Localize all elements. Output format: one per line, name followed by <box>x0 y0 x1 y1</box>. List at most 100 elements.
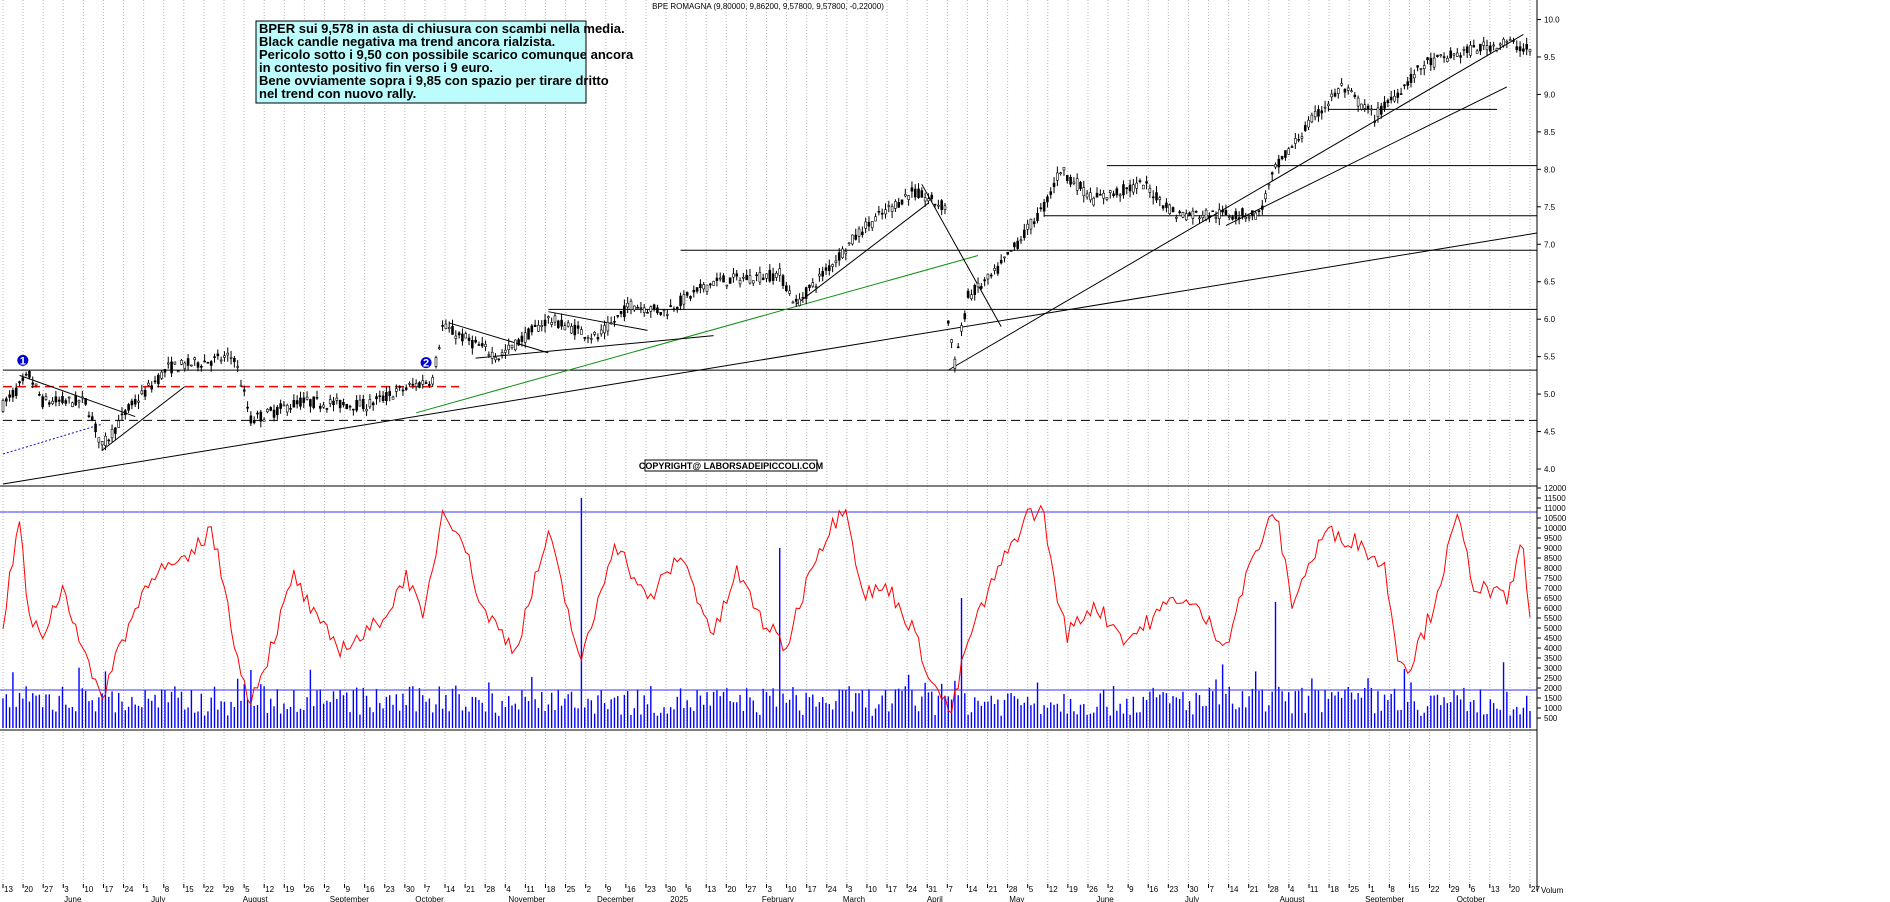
month-label: September <box>330 895 369 902</box>
trendline <box>475 335 714 359</box>
candle-body <box>791 301 795 304</box>
candle-body <box>973 284 977 295</box>
candle-body <box>1099 194 1102 196</box>
chart-title: BPE ROMAGNA (9,80000, 9,86200, 9,57800, … <box>652 2 884 11</box>
candle-body <box>375 396 378 400</box>
candle-body <box>629 300 633 310</box>
candle-body <box>262 419 266 422</box>
candle-body <box>41 396 44 408</box>
volume-tick-label: 6000 <box>1544 604 1562 613</box>
candle-body <box>844 250 848 255</box>
candle-body <box>1267 183 1271 186</box>
candle-body <box>692 289 696 293</box>
day-tick-label: 2 <box>1109 885 1114 894</box>
month-label: October <box>415 895 444 902</box>
day-tick-label: 18 <box>546 885 555 894</box>
candle-body <box>8 394 11 398</box>
candle-body <box>669 305 672 308</box>
day-tick-label: 6 <box>687 885 692 894</box>
day-tick-label: 4 <box>506 885 511 894</box>
candle-body <box>1204 209 1208 220</box>
candle-body <box>775 272 778 278</box>
candle-body <box>794 298 798 302</box>
month-label: December <box>597 895 634 902</box>
note-line-5: Bene ovviamente sopra i 9,85 con spazio … <box>259 73 609 88</box>
candle-body <box>1191 210 1195 219</box>
time-axis: 13 20 27 3 10 17 24 1 8 15 22 29 5 12 19 26 2 9 16 23 30 7 14 2… <box>2 884 1540 902</box>
candle-body <box>100 441 104 446</box>
candle-body <box>880 212 884 215</box>
candle-body <box>1135 182 1138 189</box>
volume-tick-label: 4500 <box>1544 634 1562 643</box>
trendline <box>2 423 103 455</box>
candle-body <box>761 277 765 280</box>
candle-body <box>1155 192 1158 201</box>
candle-body <box>897 202 900 208</box>
month-label: July <box>1185 895 1199 902</box>
day-tick-label: 27 <box>1531 885 1540 894</box>
month-label: June <box>64 895 82 902</box>
candle-body <box>940 200 943 211</box>
candle-body <box>252 420 256 424</box>
candle-body <box>818 273 821 277</box>
candle-body <box>543 319 547 327</box>
candle-body <box>305 396 309 400</box>
candle-body <box>1280 156 1284 160</box>
candle-body <box>1052 182 1056 188</box>
candle-body <box>900 199 904 205</box>
candle-body <box>325 408 329 410</box>
candle-body <box>1343 88 1347 93</box>
candle-body <box>87 415 91 417</box>
candle-body <box>751 280 755 284</box>
candle-body <box>1095 192 1099 198</box>
trendline <box>1225 86 1508 226</box>
candle-body <box>1032 221 1036 225</box>
candle-body <box>1313 111 1317 118</box>
candle-body <box>715 277 719 281</box>
candle-body <box>28 371 31 378</box>
candle-body <box>626 302 629 308</box>
candle-body <box>1495 47 1499 51</box>
day-tick-label: 15 <box>1410 885 1419 894</box>
volume-tick-label: 3000 <box>1544 664 1562 673</box>
candle-body <box>1125 187 1129 190</box>
note-line-6: nel trend con nuovo rally. <box>259 86 416 101</box>
candle-body <box>292 400 296 408</box>
candle-body <box>1475 50 1479 54</box>
candle-body <box>1455 52 1459 57</box>
candle-body <box>1016 240 1019 249</box>
day-tick-label: 4 <box>1290 885 1295 894</box>
candle-body <box>933 203 937 206</box>
candle-body <box>861 231 864 236</box>
candle-body <box>1290 146 1294 148</box>
day-tick-label: 21 <box>989 885 998 894</box>
candle-body <box>798 298 801 306</box>
candle-body <box>259 411 263 422</box>
candle-body <box>54 396 58 403</box>
candle-body <box>1310 114 1314 123</box>
candle-body <box>847 242 851 244</box>
candle-body <box>514 339 517 351</box>
trendline <box>795 202 929 305</box>
candle-body <box>487 354 491 356</box>
candle-body <box>1518 46 1522 52</box>
candle-body <box>246 406 249 409</box>
candle-body <box>834 260 838 263</box>
candle-body <box>520 335 524 342</box>
day-tick-label: 26 <box>1089 885 1098 894</box>
candle-body <box>1118 194 1122 197</box>
candle-body <box>1046 196 1049 203</box>
candle-body <box>1171 207 1175 213</box>
candle-body <box>943 205 947 210</box>
candle-body <box>398 386 401 388</box>
candle-body <box>1145 181 1148 184</box>
candle-body <box>1241 208 1244 217</box>
candle-body <box>537 324 540 332</box>
candle-body <box>1469 44 1472 56</box>
candle-body <box>38 394 41 396</box>
candle-body <box>1178 211 1181 214</box>
note-line-1: BPER sui 9,578 in asta di chiusura con s… <box>259 21 625 36</box>
candle-body <box>804 287 808 299</box>
candle-body <box>877 210 881 213</box>
candle-body <box>385 392 388 402</box>
